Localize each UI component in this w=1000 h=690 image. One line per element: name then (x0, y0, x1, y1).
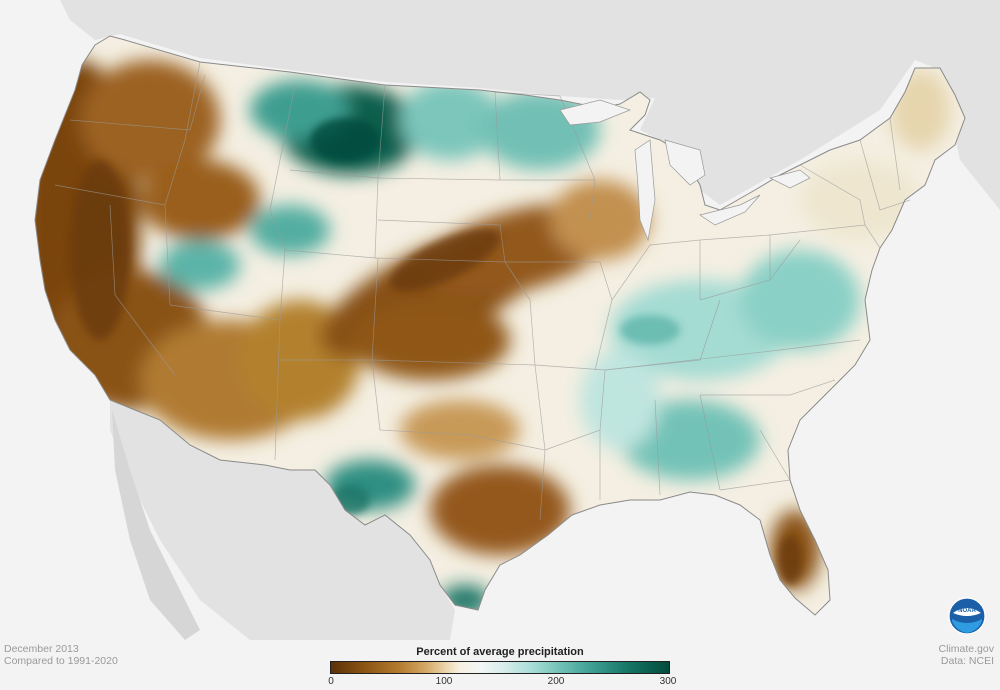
precipitation-legend: Percent of average precipitation 0 100 2… (328, 646, 676, 690)
legend-tick-300: 300 (659, 676, 677, 687)
legend-color-bar (330, 661, 670, 674)
comparison-label: Compared to 1991-2020 (4, 655, 118, 667)
state-boundaries (54, 61, 911, 521)
source-site-label: Climate.gov (938, 643, 994, 655)
footer-right: Climate.gov Data: NCEI (939, 643, 994, 667)
surrounding-land (60, 0, 1000, 640)
noaa-logo-text: NOAA (958, 608, 976, 614)
legend-title: Percent of average precipitation (416, 646, 584, 658)
precipitation-map (34, 0, 1000, 640)
footer-left: December 2013 Compared to 1991-2020 (4, 643, 118, 667)
legend-tick-100: 100 (435, 676, 453, 687)
noaa-logo-icon: NOAA (948, 597, 986, 635)
great-lakes (559, 99, 811, 242)
date-label: December 2013 (4, 643, 79, 655)
legend-tick-200: 200 (547, 676, 565, 687)
source-data-label: Data: NCEI (940, 655, 994, 667)
legend-tick-0: 0 (328, 676, 334, 687)
